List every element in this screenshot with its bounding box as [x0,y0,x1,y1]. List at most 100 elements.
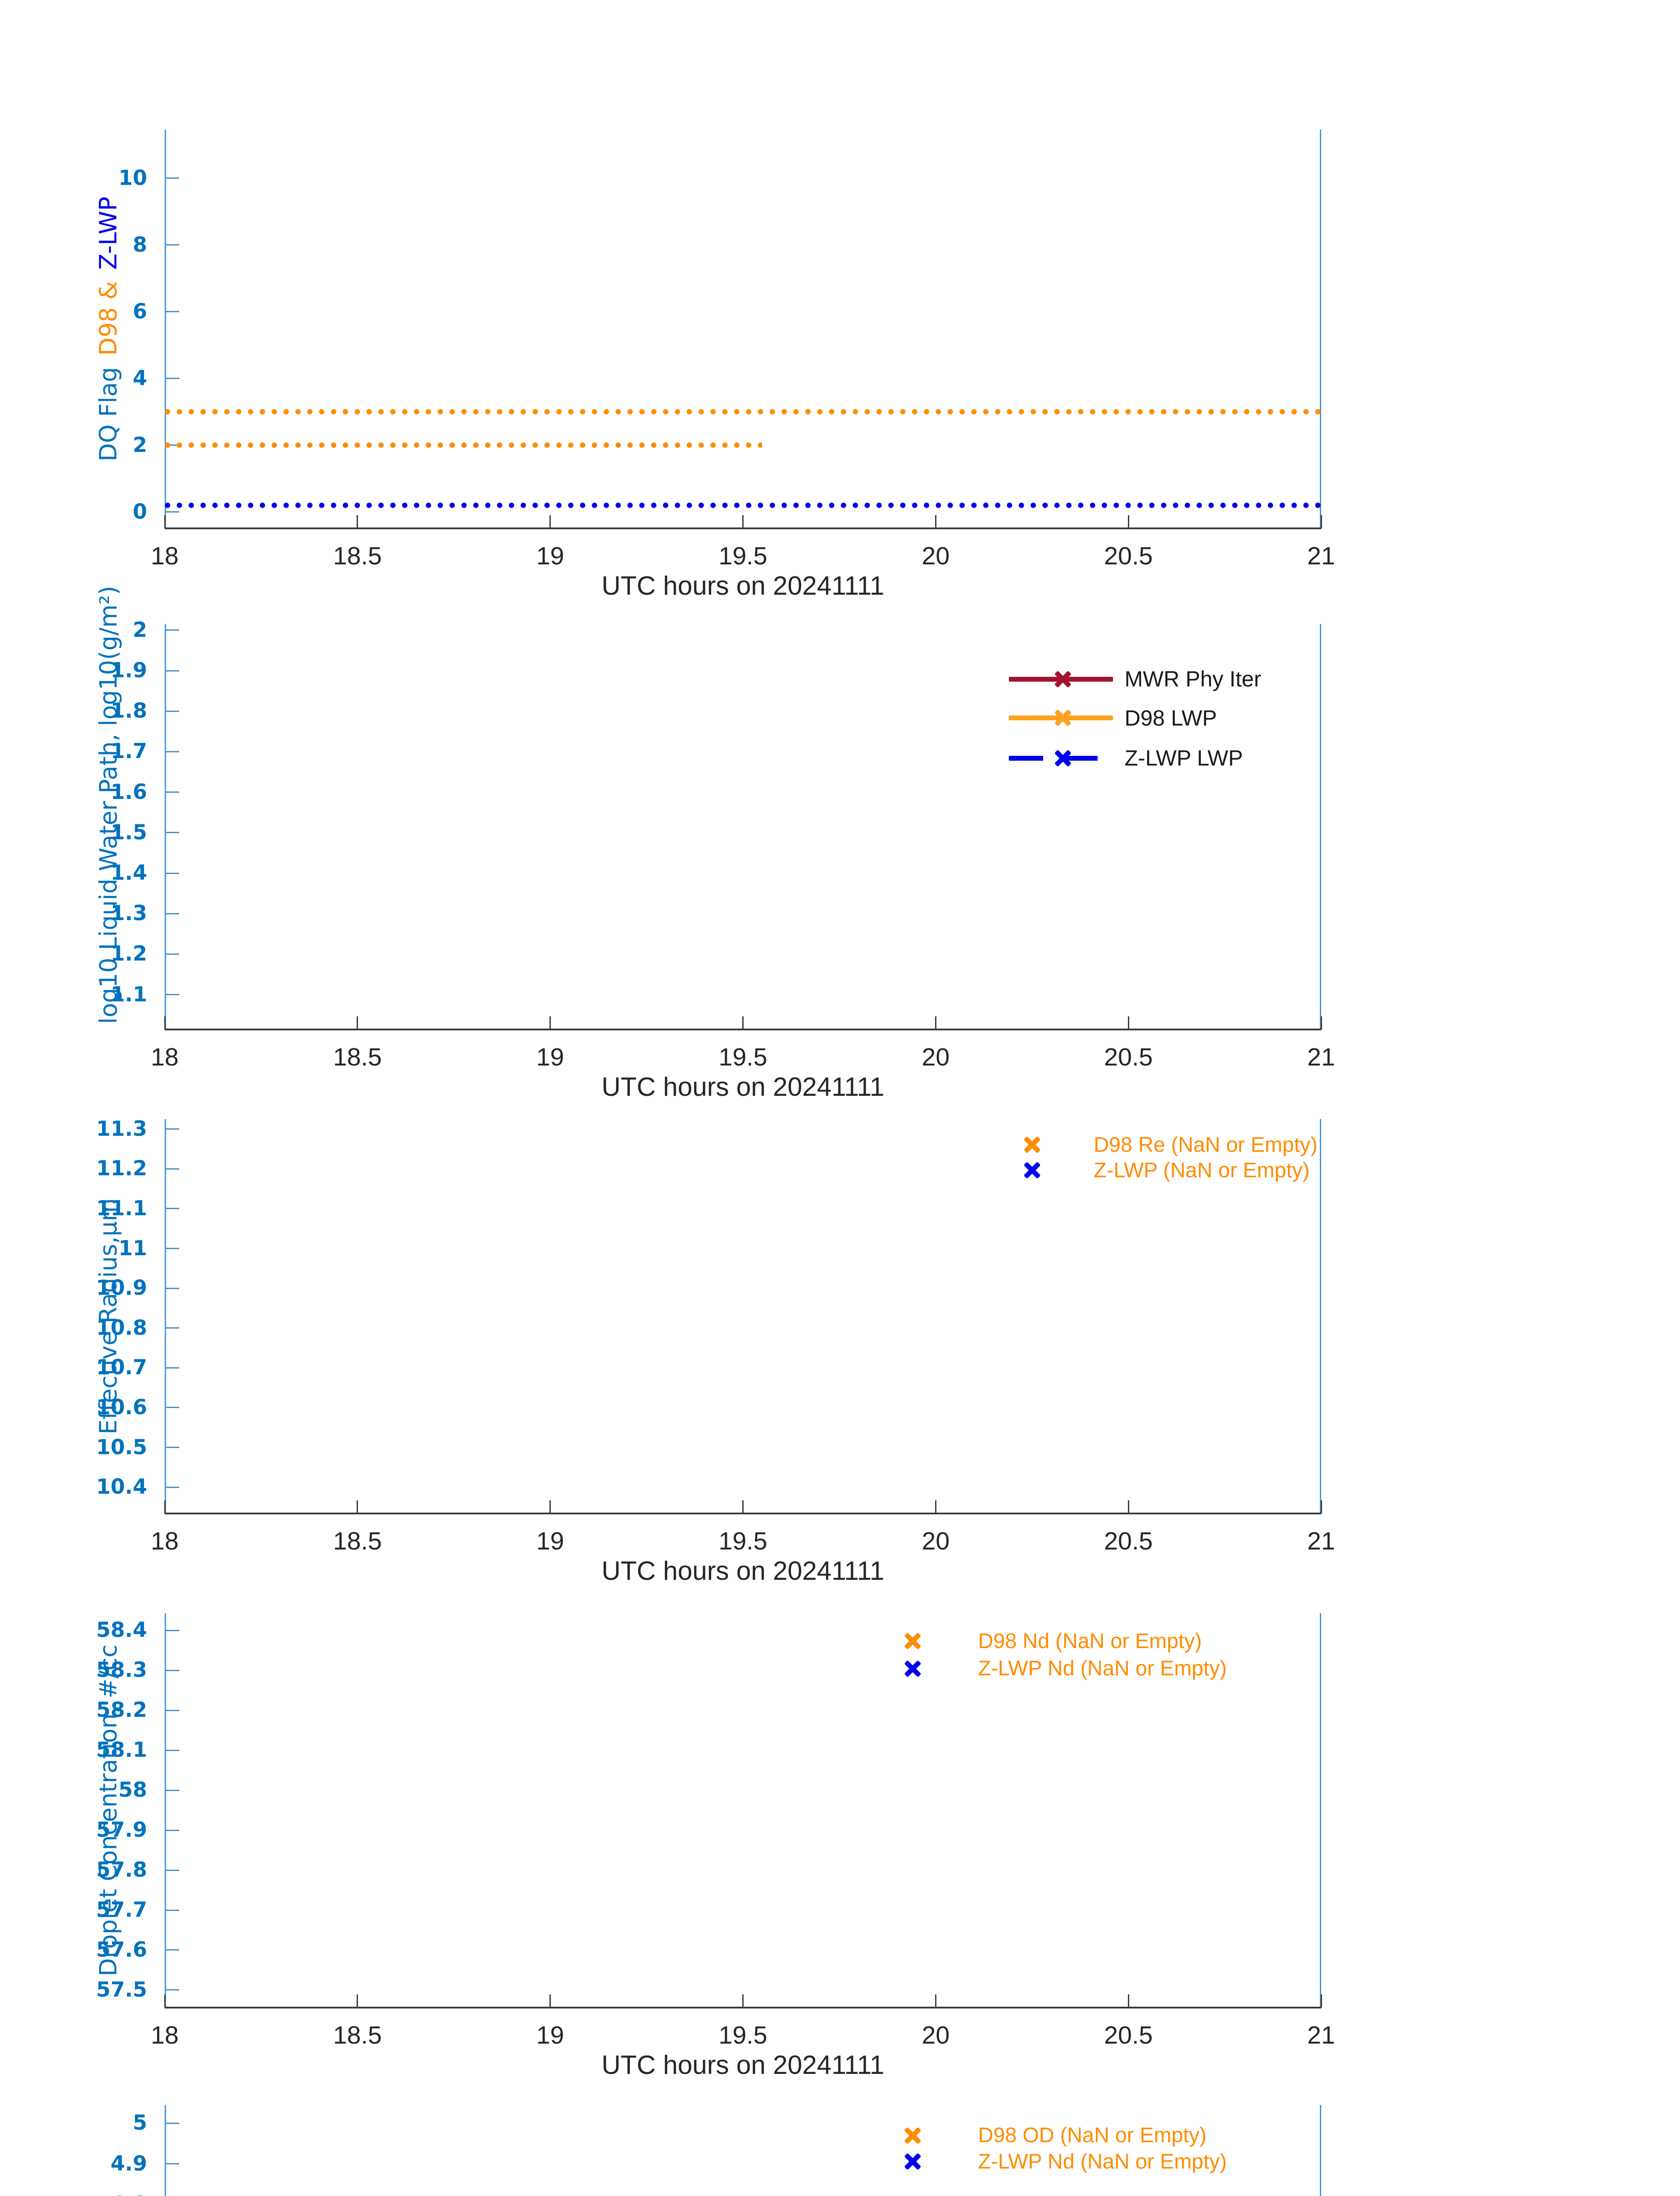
x-tick-label: 19.5 [719,2021,767,2049]
legend-entry-label: MWR Phy Iter [1124,667,1261,692]
y-tick-mark [166,872,179,874]
y-tick-label: 58.1 [96,1738,147,1763]
x-tick-mark [1127,1016,1129,1029]
x-tick-mark [357,1016,358,1029]
x-axis-spine [165,527,1321,529]
y-tick-label: 11 [118,1236,147,1261]
y-tick-mark [166,832,179,834]
y-axis-left-spine [165,1613,166,2008]
x-tick-mark [357,515,358,528]
x-tick-mark [1320,1994,1322,2008]
y-tick-mark [166,1407,179,1409]
y-tick-mark [166,1709,179,1711]
data-line [165,442,762,448]
x-axis-label: UTC hours on 20241111 [601,571,885,600]
x-tick-label: 18 [151,2021,179,2049]
y-tick-mark [166,1629,179,1631]
x-tick-label: 19 [536,1043,564,1071]
y-tick-label: 5 [133,2111,147,2135]
x-tick-label: 20 [921,542,950,570]
x-tick-label: 19.5 [719,1527,767,1555]
y-tick-label: 4.8 [35,2189,147,2196]
y-tick-label: 0 [133,499,147,524]
y-axis-label: Effective Radius,μm [92,1119,125,1513]
y-tick-label: 10.9 [96,1276,147,1300]
x-tick-label: 19 [536,542,564,570]
plot-area: 0 2 4 6 8 10 18 18.5 19 19.5 20 20.5 21 [119,130,1335,570]
y-tick-mark [166,1168,179,1170]
y-tick-label: 2 [133,618,147,642]
legend-line-sample [1009,715,1113,721]
y-tick-label: 57.6 [96,1937,147,1962]
y-tick-mark [166,2122,179,2124]
y-tick-mark [166,378,179,379]
y-tick-mark [166,177,179,179]
y-axis-label-part: DQ Flag [94,367,122,462]
y-axis-right-spine [1320,624,1321,1029]
y-tick-mark [166,1367,179,1369]
y-tick-mark [166,1447,179,1448]
y-tick-label: 58.3 [96,1658,147,1683]
x-tick-label: 19.5 [719,1043,767,1071]
y-tick-label: 10.5 [96,1435,147,1459]
y-tick-label: 1.2 [110,942,147,966]
x-axis-label: UTC hours on 20241111 [601,1072,885,1102]
annotation-text: D98 Nd (NaN or Empty) [978,1629,1202,1653]
y-axis-right-spine [1320,1613,1321,2008]
x-tick-label: 21 [1307,542,1335,570]
x-tick-mark [935,1016,936,1029]
x-tick-mark [549,515,551,528]
y-tick-mark [166,1949,179,1951]
plot-area: 10.4 10.5 10.6 10.7 10.8 10.9 11 11.1 11.2 11.3 18… [96,1117,1335,1555]
y-tick-label: 6 [133,299,147,324]
x-tick-mark [549,1994,551,2008]
y-tick-mark [166,1208,179,1210]
y-axis-label-part: Effective Radius,μm [94,1198,122,1434]
y-tick-mark [166,1248,179,1249]
x-tick-label: 19 [536,1527,564,1555]
y-tick-mark [166,1909,179,1911]
y-tick-mark [166,1869,179,1871]
y-axis-left-spine [165,624,166,1029]
legend-entry-label: Z-LWP LWP [1124,746,1243,771]
y-tick-mark [166,1829,179,1831]
x-tick-label: 20.5 [1104,2021,1153,2049]
y-tick-label: 10 [118,166,147,190]
plot-area: 4.14.24.34.44.54.64.74.84.951818.51919.5… [111,2105,1321,2196]
x-tick-mark [549,1500,551,1513]
x-tick-label: 21 [1307,1527,1335,1555]
y-tick-label: 1.5 [110,820,147,845]
y-tick-mark [166,791,179,793]
annotation-text: D98 OD (NaN or Empty) [978,2124,1207,2147]
y-tick-mark [166,994,179,996]
y-tick-label: 57.5 [96,1977,147,2002]
x-tick-label: 21 [1307,1043,1335,1071]
plot-area: 57.5 57.6 57.7 57.8 57.9 58 58.1 58.2 58.3 58.4 18… [96,1613,1335,2049]
y-tick-label: 10.4 [96,1475,147,1499]
x-tick-label: 20.5 [1104,1043,1153,1071]
y-tick-label: 8 [133,232,147,257]
y-axis-right-spine [1320,2105,1321,2196]
y-tick-label: 11.2 [96,1156,147,1181]
y-axis-label-part: Droplet Concentration, #/cc [94,1644,122,1976]
x-tick-mark [549,1016,551,1029]
y-tick-label: 1.6 [110,780,147,804]
y-tick-label: 57.9 [96,1818,147,1842]
annotation-text: Z-LWP (NaN or Empty) [1094,1159,1310,1182]
x-tick-mark [1127,1500,1129,1513]
y-tick-label: 11.1 [96,1196,147,1221]
x-axis-label: UTC hours on 20241111 [601,1556,885,1586]
y-tick-mark [166,511,179,513]
x-tick-mark [164,1994,166,2008]
x-axis-spine [165,1029,1321,1030]
y-tick-label: 11.3 [96,1116,147,1141]
x-tick-mark [935,1994,936,2008]
x-tick-mark [742,515,744,528]
y-axis-right-spine [1320,130,1321,528]
y-tick-label: 57.7 [96,1898,147,1922]
y-tick-mark [166,444,179,446]
